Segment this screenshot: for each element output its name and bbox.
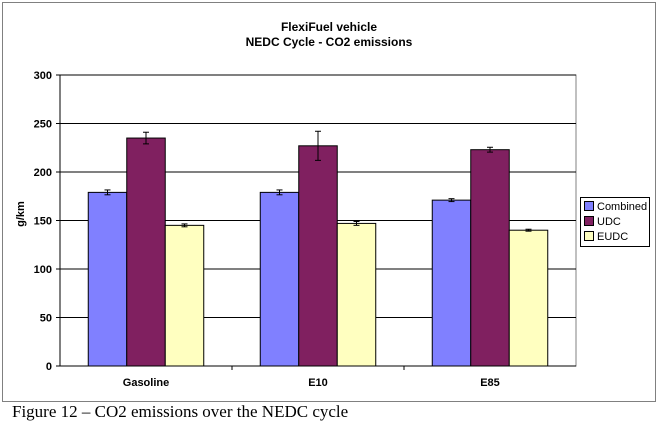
bar-eudc-gasoline <box>164 224 205 367</box>
bar-combined-e10 <box>259 191 300 367</box>
bar-combined-gasoline <box>87 191 128 367</box>
y-tick-label: 0 <box>46 361 52 373</box>
x-axis-ticks: Gasoline E10 E85 <box>123 366 500 389</box>
y-tick-label: 250 <box>34 119 52 131</box>
bar-eudc-e85 <box>508 229 549 367</box>
bar-combined-e85 <box>431 199 472 367</box>
x-tick-label: Gasoline <box>123 377 169 389</box>
chart-subtitle: NEDC Cycle - CO2 emissions <box>245 35 413 49</box>
legend-swatch-udc <box>584 216 594 227</box>
legend-item-udc: UDC <box>584 215 621 229</box>
bar-series <box>87 130 549 367</box>
legend-label-eudc: EUDC <box>597 231 629 243</box>
legend-item-combined: Combined <box>584 200 647 214</box>
x-tick-label: E85 <box>480 377 500 389</box>
legend-label-combined: Combined <box>597 201 648 213</box>
chart-plot: 0 50 100 150 200 250 300 Gasoline E10 E85 <box>34 70 577 389</box>
y-tick-label: 150 <box>34 216 52 228</box>
legend-label-udc: UDC <box>597 216 621 228</box>
y-tick-label: 300 <box>34 70 52 82</box>
legend: Combined UDC EUDC <box>580 197 650 247</box>
y-tick-label: 100 <box>34 264 52 276</box>
legend-swatch-eudc <box>584 231 594 242</box>
bar-eudc-e10 <box>336 222 377 367</box>
legend-item-eudc: EUDC <box>584 230 628 244</box>
chart-title: FlexiFuel vehicle <box>280 20 378 34</box>
x-tick-label: E10 <box>308 377 328 389</box>
y-tick-label: 200 <box>34 167 52 179</box>
legend-swatch-combined <box>584 201 594 212</box>
bar-udc-e10 <box>298 145 338 367</box>
bar-udc-e85 <box>470 149 510 367</box>
figure-caption: Figure 12 – CO2 emissions over the NEDC … <box>12 402 349 421</box>
y-tick-label: 50 <box>40 313 52 325</box>
bar-udc-gasoline <box>126 137 166 367</box>
